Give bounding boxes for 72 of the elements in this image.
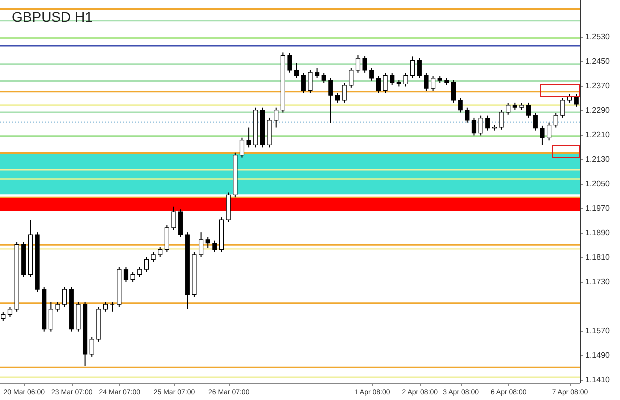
candlestick	[314, 68, 320, 79]
candlestick	[206, 236, 210, 249]
candlestick	[138, 266, 142, 278]
candlestick	[540, 125, 545, 146]
candlestick	[288, 52, 292, 74]
y-tick-label: 1.1890	[586, 228, 611, 238]
candlestick	[198, 232, 204, 258]
candlestick	[370, 68, 374, 82]
candlestick	[410, 56, 416, 79]
y-tick-label: 1.1810	[586, 252, 611, 262]
candlestick	[506, 102, 511, 116]
candlestick	[301, 72, 306, 94]
candlestick	[151, 252, 156, 263]
candlestick	[246, 127, 252, 148]
candlestick	[526, 102, 532, 118]
candlestick	[362, 56, 368, 74]
y-tick-label: 1.1570	[586, 326, 611, 336]
candlestick	[533, 112, 538, 132]
y-tick-label: 1.2370	[586, 81, 611, 90]
candlestick	[335, 92, 340, 104]
candlestick	[178, 209, 184, 238]
candlestick	[486, 115, 490, 132]
candlestick	[560, 98, 566, 118]
candlestick	[56, 302, 60, 312]
candlestick	[103, 302, 108, 312]
text: GBPUSD H1	[12, 9, 93, 25]
y-tick-label: 1.1410	[586, 375, 611, 384]
candlestick	[574, 94, 579, 108]
candlestick	[472, 117, 477, 136]
candlestick	[172, 206, 176, 231]
y-tick-label: 1.2210	[586, 130, 611, 140]
candlestick	[274, 107, 279, 128]
candlestick	[376, 75, 382, 94]
candlestick	[478, 115, 484, 136]
candlestick	[48, 302, 54, 332]
candlestick	[554, 112, 558, 128]
y-tick-label: 1.2530	[586, 32, 611, 42]
candlestick	[308, 70, 313, 94]
y-tick-label: 1.2050	[586, 179, 611, 188]
candlestick	[144, 256, 150, 273]
y-tick-label: 1.1730	[586, 277, 611, 286]
candlestick	[164, 225, 170, 253]
y-tick-label: 1.1970	[586, 204, 611, 213]
candlestick	[424, 72, 429, 92]
candlestick	[240, 137, 245, 158]
y-tick-label: 1.2130	[586, 154, 611, 164]
candlestick	[430, 75, 436, 92]
candlestick	[90, 336, 94, 358]
y-tick-label: 1.2290	[586, 106, 611, 115]
candlestick	[342, 82, 347, 104]
y-tick-label: 1.2450	[586, 56, 611, 66]
candlestick	[356, 54, 361, 74]
candlestick	[322, 72, 326, 84]
candlestick	[124, 266, 129, 283]
candlestick	[130, 272, 136, 283]
y-tick-label: 1.1490	[586, 350, 611, 360]
candlestick	[417, 58, 422, 79]
candlestick	[546, 122, 552, 142]
candlestick	[404, 72, 408, 88]
candlestick	[349, 68, 354, 88]
candlestick	[451, 80, 456, 104]
candlestick	[458, 98, 463, 114]
candlestick	[383, 72, 388, 94]
candlestick	[8, 306, 13, 318]
candlestick	[158, 246, 163, 258]
candlestick	[499, 110, 504, 130]
candlestick	[390, 72, 395, 86]
candlestick	[294, 62, 300, 79]
candlestick	[212, 240, 218, 253]
candlestick	[328, 78, 334, 124]
candlestick	[62, 286, 68, 308]
candlestick	[465, 107, 470, 124]
